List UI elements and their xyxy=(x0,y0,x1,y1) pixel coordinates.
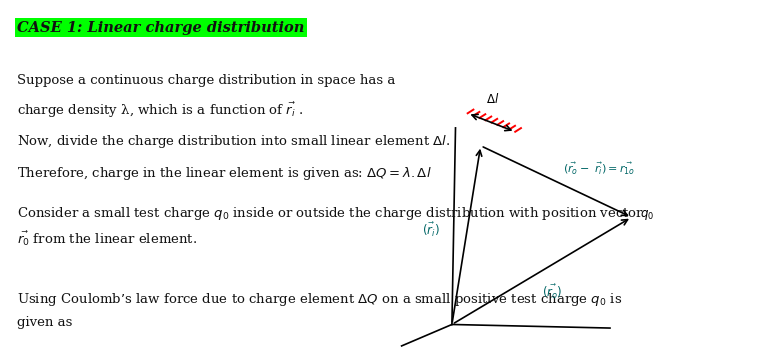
Text: Using Coulomb’s law force due to charge element $\Delta Q$ on a small positive t: Using Coulomb’s law force due to charge … xyxy=(17,290,622,307)
Text: $(\vec{r_o})$: $(\vec{r_o})$ xyxy=(542,283,563,301)
Text: Now, divide the charge distribution into small linear element $\Delta l$.: Now, divide the charge distribution into… xyxy=(17,133,451,150)
Text: Therefore, charge in the linear element is given as: $\Delta Q = \lambda.\Delta : Therefore, charge in the linear element … xyxy=(17,166,432,183)
Text: $q_0$: $q_0$ xyxy=(641,208,654,223)
Text: $\Delta l$: $\Delta l$ xyxy=(486,93,499,106)
Text: Suppose a continuous charge distribution in space has a: Suppose a continuous charge distribution… xyxy=(17,74,396,87)
Text: Consider a small test charge $q_0$ inside or outside the charge distribution wit: Consider a small test charge $q_0$ insid… xyxy=(17,205,644,222)
Text: $\vec{r_0}$ from the linear element.: $\vec{r_0}$ from the linear element. xyxy=(17,230,197,248)
Text: given as: given as xyxy=(17,315,72,329)
Text: $(\vec{r_o}-\ \vec{r_i})=\vec{r_{1o}}$: $(\vec{r_o}-\ \vec{r_i})=\vec{r_{1o}}$ xyxy=(563,161,635,177)
Text: $(\vec{r_i})$: $(\vec{r_i})$ xyxy=(422,221,439,239)
Text: charge density λ, which is a function of $\vec{r_i}$ .: charge density λ, which is a function of… xyxy=(17,101,303,121)
Text: CASE 1: Linear charge distribution: CASE 1: Linear charge distribution xyxy=(17,21,305,34)
